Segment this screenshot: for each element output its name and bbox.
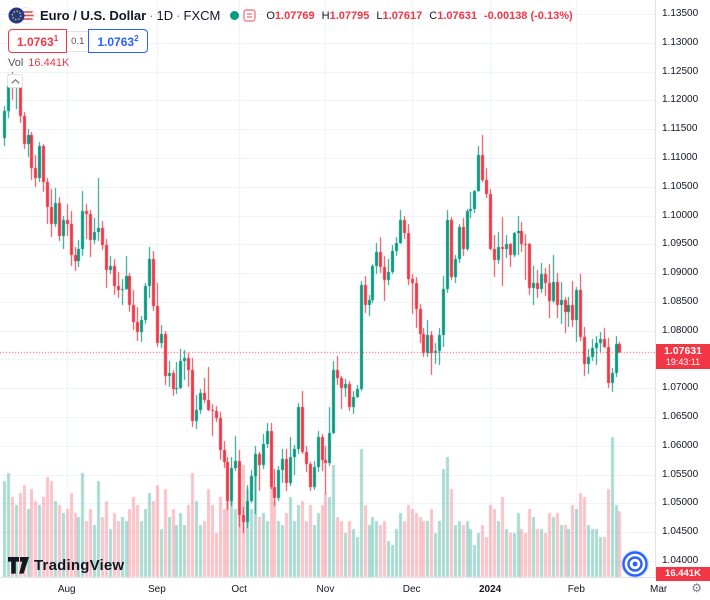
price-tick-label: 1.09500 [662, 238, 699, 250]
tradingview-logo-icon [8, 557, 29, 574]
time-tick-label: 2024 [478, 584, 502, 595]
price-tick-label: 1.10000 [662, 209, 699, 221]
price-tick-label: 1.12000 [662, 94, 699, 106]
candlestick-chart-canvas[interactable] [0, 0, 655, 578]
time-tick-label: Nov [316, 584, 335, 595]
change-value: -0.00138 (-0.13%) [484, 9, 573, 22]
sell-price-pip: 1 [53, 34, 59, 43]
time-axis[interactable]: ⚙ Aug Sep Oct Nov Dec 2024 Feb Mar [0, 577, 710, 600]
price-tick-label: 1.05500 [662, 468, 699, 480]
time-tick-label: Feb [567, 584, 585, 595]
price-tick-label: 1.13000 [662, 36, 699, 48]
open-value: 1.07769 [274, 9, 315, 22]
tradingview-logo[interactable]: TradingView [8, 557, 124, 574]
buy-price-pip: 2 [134, 34, 139, 43]
close-label: C [429, 9, 438, 22]
ohlc-readout: O1.07769 H1.07795 L1.07617 C1.07631 -0.0… [266, 10, 572, 22]
price-tick-label: 1.12500 [662, 65, 699, 77]
close-value: 1.07631 [437, 9, 477, 22]
sell-price: 1.0763 [17, 35, 54, 49]
timeframe-value: 1D [156, 8, 174, 23]
last-price-tag: 1.07631 19:43:11 [656, 344, 710, 369]
bar-countdown: 19:43:11 [665, 357, 701, 367]
volume-value: 16.441K [28, 57, 70, 69]
price-tick-label: 1.07000 [662, 382, 699, 394]
low-label: L [376, 9, 383, 22]
spread-value: 0.1 [67, 30, 89, 52]
volume-label: Vol [8, 57, 24, 69]
price-tick-label: 1.06500 [662, 411, 699, 423]
gear-icon[interactable]: ⚙ [691, 581, 702, 595]
separator: · [176, 8, 181, 23]
sell-button[interactable]: 1.07631 [8, 29, 68, 53]
high-value: 1.07795 [329, 9, 370, 22]
price-tick-label: 1.11000 [662, 151, 698, 163]
buy-button[interactable]: 1.07632 [88, 29, 148, 53]
trade-bullseye-icon[interactable] [620, 549, 650, 579]
price-tick-label: 1.13500 [662, 8, 699, 19]
price-tick-label: 1.11500 [662, 123, 698, 135]
price-tick-label: 1.06000 [662, 439, 699, 451]
price-axis[interactable]: 1.13500 1.13000 1.12500 1.12000 1.11500 1.110… [655, 0, 710, 578]
time-tick-label: Oct [231, 584, 247, 595]
volume-legend[interactable]: Vol 16.441K [8, 57, 69, 69]
volume-axis-tag: 16.441K [656, 567, 710, 581]
price-tick-label: 1.04500 [662, 526, 699, 538]
open-label: O [266, 9, 275, 22]
buy-price: 1.0763 [97, 35, 135, 49]
market-status-dot-icon[interactable] [230, 11, 240, 20]
price-tick-label: 1.10500 [662, 180, 699, 192]
time-tick-label: Aug [57, 584, 76, 595]
time-tick-label: Sep [147, 584, 166, 595]
time-tick-label: Dec [402, 584, 421, 595]
high-label: H [321, 9, 330, 22]
chevron-up-icon [10, 78, 20, 84]
low-value: 1.07617 [382, 9, 423, 22]
time-tick-label: Mar [650, 584, 668, 595]
price-tick-label: 1.08000 [662, 324, 699, 336]
quotes-list-icon[interactable] [243, 9, 257, 22]
last-price-value: 1.07631 [664, 345, 702, 357]
price-tick-label: 1.09000 [662, 267, 699, 279]
symbol-legend[interactable]: Euro / U.S. Dollar · 1D · FXCM O1.07769 H1.0… [8, 7, 573, 24]
symbol-name: Euro / U.S. Dollar [40, 8, 147, 23]
price-tick-label: 1.08500 [662, 295, 699, 307]
exchange-name: FXCM [183, 8, 221, 23]
buy-sell-panel: 1.07631 0.1 1.07632 [8, 29, 148, 53]
separator: · [149, 8, 154, 23]
symbol-title[interactable]: Euro / U.S. Dollar · 1D · FXCM [40, 8, 220, 23]
tradingview-logo-text: TradingView [34, 557, 125, 574]
collapse-pane-button[interactable] [7, 74, 23, 88]
price-tick-label: 1.05000 [662, 497, 699, 509]
symbol-logo-icon [8, 7, 35, 24]
price-tick-label: 1.04000 [662, 555, 699, 566]
